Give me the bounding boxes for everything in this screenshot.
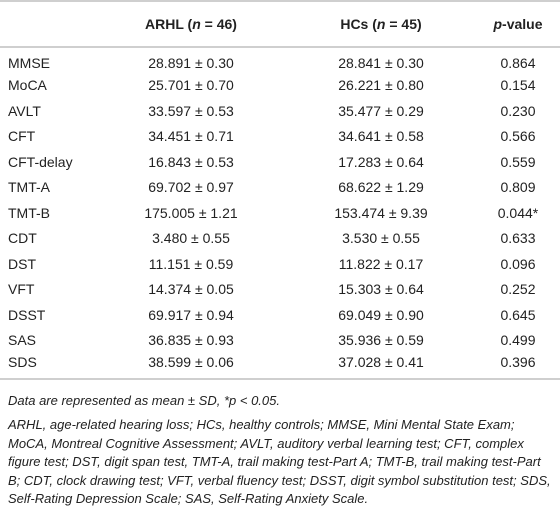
table-cell: 175.005 ± 1.21: [144, 204, 238, 221]
table-cell: 0.559: [500, 153, 536, 170]
table-cell: 0.499: [500, 332, 536, 349]
table-cell: 36.835 ± 0.93: [148, 332, 234, 349]
header-text: n: [192, 16, 201, 32]
table-cell: 0.154: [500, 77, 536, 94]
table-row: SAS 36.835 ± 0.93 35.936 ± 0.59 0.499: [0, 328, 560, 354]
header-cell: HCs (n = 45): [286, 0, 476, 48]
table-cell: 34.451 ± 0.71: [148, 128, 234, 145]
table-cell: 0.396: [500, 354, 536, 371]
row-label: SAS: [8, 332, 37, 349]
table-row: DST 11.151 ± 0.59 11.822 ± 0.17 0.096: [0, 251, 560, 277]
table-cell: 28.841 ± 0.30: [338, 55, 424, 72]
table-cell: 69.049 ± 0.90: [338, 306, 424, 323]
header-text: -value: [502, 16, 543, 32]
row-label: SDS: [8, 354, 37, 371]
table-row: MoCA 25.701 ± 0.70 26.221 ± 0.80 0.154: [0, 73, 560, 99]
table-cell: 3.480 ± 0.55: [152, 230, 230, 247]
header-text: p: [493, 16, 503, 32]
table-cell: 0.044*: [497, 204, 539, 221]
header-cell: ARHL (n = 46): [96, 0, 286, 48]
header-text: = 45): [385, 16, 422, 32]
header-cell: p-value: [476, 0, 560, 48]
table-cell: 14.374 ± 0.05: [148, 281, 234, 298]
table-cell: 68.622 ± 1.29: [338, 179, 424, 196]
table-cell: 0.645: [500, 306, 536, 323]
table-cell: 34.641 ± 0.58: [338, 128, 424, 145]
table-cell: 0.809: [500, 179, 536, 196]
header-row: ARHL (n = 46) HCs (n = 45) p-value: [0, 0, 560, 48]
table-body: MMSE 28.891 ± 0.30 28.841 ± 0.30 0.864 MoCA 2…: [0, 47, 560, 379]
table-cell: 35.936 ± 0.59: [338, 332, 424, 349]
table-cell: 0.566: [500, 128, 536, 145]
table-cell: 0.096: [500, 255, 536, 272]
header-text: = 46): [200, 16, 237, 32]
table-cell: 3.530 ± 0.55: [342, 230, 420, 247]
row-label: CFT-delay: [8, 153, 73, 170]
row-label: CFT: [8, 128, 36, 145]
footnote: Data are represented as mean ± SD, *p < …: [8, 392, 280, 408]
table-cell: 26.221 ± 0.80: [338, 77, 424, 94]
table-row: TMT-B 175.005 ± 1.21 153.474 ± 9.39 0.044*: [0, 200, 560, 226]
header-cell: [0, 0, 96, 48]
row-label: AVLT: [8, 102, 41, 119]
row-label: TMT-B: [8, 204, 50, 221]
table-cell: 17.283 ± 0.64: [338, 153, 424, 170]
table-cell: 15.303 ± 0.64: [338, 281, 424, 298]
row-label: DST: [8, 255, 36, 272]
table-cell: 38.599 ± 0.06: [148, 354, 234, 371]
table-row: CFT-delay 16.843 ± 0.53 17.283 ± 0.64 0.559: [0, 149, 560, 175]
table-row: CFT 34.451 ± 0.71 34.641 ± 0.58 0.566: [0, 124, 560, 150]
header-text: HCs (: [340, 16, 377, 32]
table-cell: 33.597 ± 0.53: [148, 102, 234, 119]
table-header: ARHL (n = 46) HCs (n = 45) p-value: [0, 0, 560, 48]
table-cell: 11.822 ± 0.17: [338, 255, 424, 272]
row-label: MoCA: [8, 77, 47, 94]
table-cell: 35.477 ± 0.29: [338, 102, 424, 119]
table-row: MMSE 28.891 ± 0.30 28.841 ± 0.30 0.864: [0, 47, 560, 73]
table-cell: 16.843 ± 0.53: [148, 153, 234, 170]
table-cell: 153.474 ± 9.39: [334, 204, 428, 221]
table-cell: 69.702 ± 0.97: [148, 179, 234, 196]
row-label: CDT: [8, 230, 37, 247]
row-label: TMT-A: [8, 179, 50, 196]
data-table: ARHL (n = 46) HCs (n = 45) p-value MMSE 2…: [0, 0, 560, 380]
table-row: SDS 38.599 ± 0.06 37.028 ± 0.41 0.396: [0, 353, 560, 379]
table-cell: 0.230: [500, 102, 536, 119]
footnote: ARHL, age-related hearing loss; HCs, hea…: [8, 417, 551, 507]
row-label: VFT: [8, 281, 35, 298]
row-label: DSST: [8, 306, 46, 323]
table-row: DSST 69.917 ± 0.94 69.049 ± 0.90 0.645: [0, 302, 560, 328]
header-text: ARHL (: [145, 16, 193, 32]
table-cell: 25.701 ± 0.70: [148, 77, 234, 94]
row-label: MMSE: [8, 55, 50, 72]
table-cell: 0.864: [500, 55, 536, 72]
table-cell: 0.633: [500, 230, 536, 247]
header-text: n: [376, 16, 386, 32]
table-cell: 0.252: [500, 281, 536, 298]
table-cell: 28.891 ± 0.30: [148, 55, 234, 72]
table-cell: 11.151 ± 0.59: [148, 255, 234, 272]
table-row: AVLT 33.597 ± 0.53 35.477 ± 0.29 0.230: [0, 98, 560, 124]
table-row: CDT 3.480 ± 0.55 3.530 ± 0.55 0.633: [0, 226, 560, 252]
table-cell: 69.917 ± 0.94: [148, 306, 234, 323]
table-row: TMT-A 69.702 ± 0.97 68.622 ± 1.29 0.809: [0, 175, 560, 201]
table-row: VFT 14.374 ± 0.05 15.303 ± 0.64 0.252: [0, 277, 560, 303]
table-cell: 37.028 ± 0.41: [338, 354, 424, 371]
